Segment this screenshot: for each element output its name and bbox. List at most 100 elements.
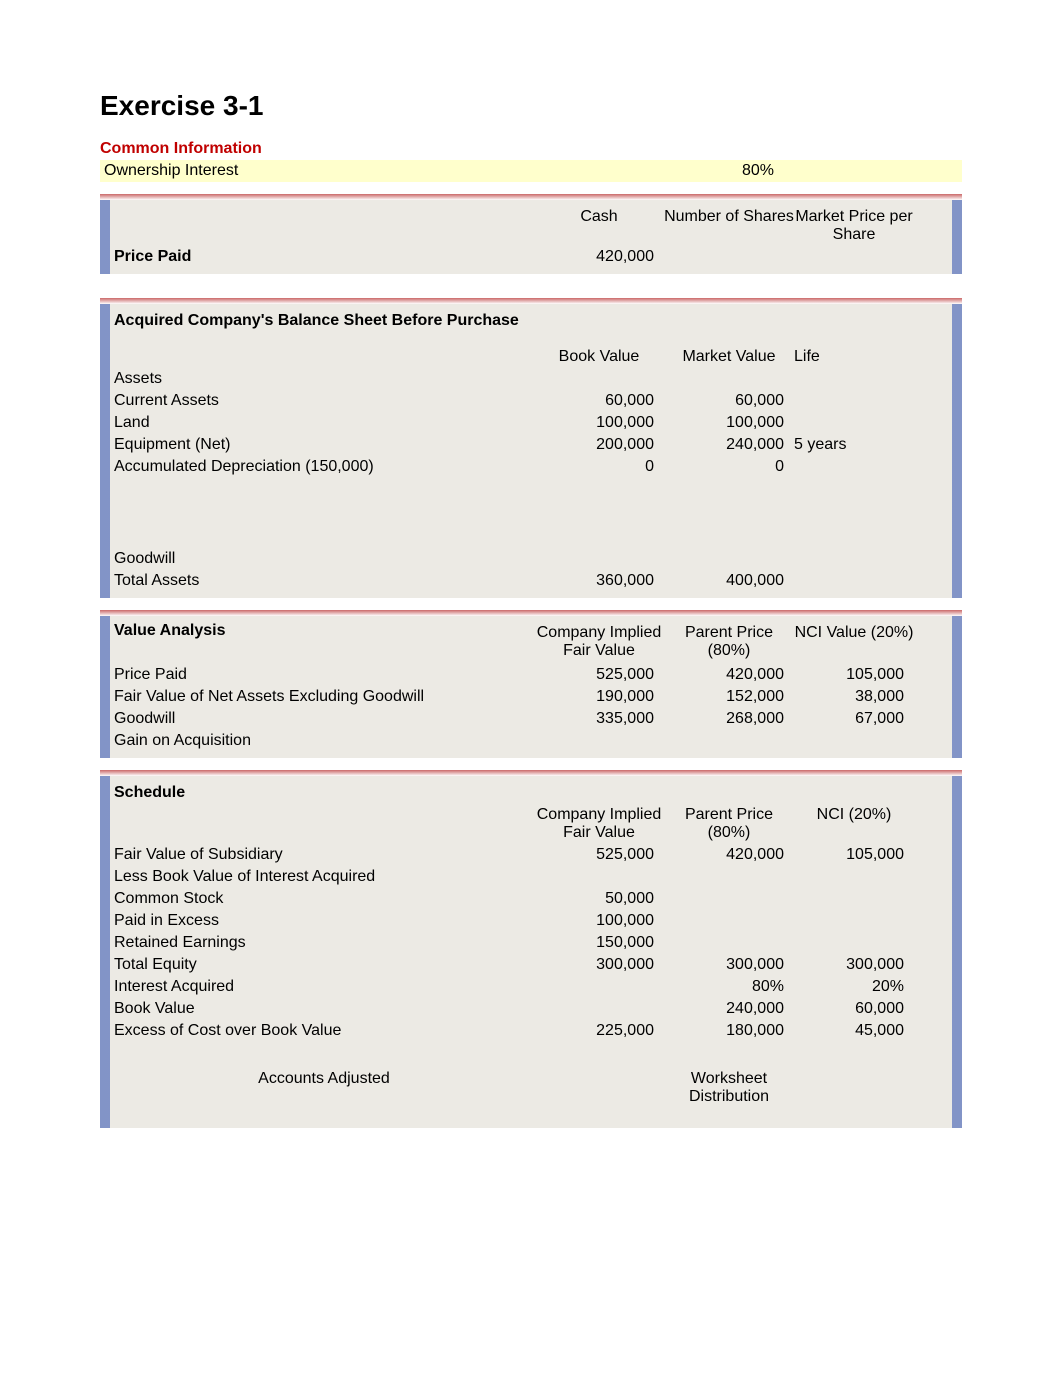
va-a	[534, 732, 664, 750]
bs-book: 0	[534, 458, 664, 476]
bs-col-headers: Book Value Market Value Life	[110, 346, 952, 368]
va-row-1: Fair Value of Net Assets Excluding Goodw…	[110, 686, 952, 708]
schedule-section: Schedule Company Implied Fair Value Pare…	[100, 776, 962, 1128]
va-row-0: Price Paid 525,000 420,000 105,000	[110, 664, 952, 686]
total-assets-row: Total Assets 360,000 400,000	[110, 570, 952, 592]
sch-a: 525,000	[534, 846, 664, 864]
goodwill-row: Goodwill	[110, 548, 952, 570]
col-cash: Cash	[534, 208, 664, 244]
col-book: Book Value	[534, 348, 664, 366]
va-b: 152,000	[664, 688, 794, 706]
col-nci: NCI Value (20%)	[794, 624, 914, 660]
balance-sheet-section: Acquired Company's Balance Sheet Before …	[100, 304, 962, 598]
va-c: 38,000	[794, 688, 914, 706]
sch-b	[664, 934, 794, 952]
sch-c	[794, 868, 914, 886]
va-a: 190,000	[534, 688, 664, 706]
bs-life	[794, 392, 914, 410]
sch-a: 100,000	[534, 912, 664, 930]
sch-label: Fair Value of Subsidiary	[114, 846, 534, 864]
sch-c	[794, 890, 914, 908]
bs-row-3: Accumulated Depreciation (150,000) 0 0	[110, 456, 952, 478]
accounts-adjusted-row: Accounts Adjusted Worksheet Distribution	[110, 1068, 952, 1108]
bs-life: 5 years	[794, 436, 914, 454]
sch-row-8: Excess of Cost over Book Value 225,000 1…	[110, 1020, 952, 1042]
sch-b: 240,000	[664, 1000, 794, 1018]
value-analysis-label: Value Analysis	[114, 622, 534, 640]
bs-market: 100,000	[664, 414, 794, 432]
sch-a: 225,000	[534, 1022, 664, 1040]
price-paid-row: Price Paid 420,000	[110, 246, 952, 268]
bs-book: 100,000	[534, 414, 664, 432]
va-c: 67,000	[794, 710, 914, 728]
sch-c: 20%	[794, 978, 914, 996]
worksheet-distribution-label: Worksheet Distribution	[664, 1070, 794, 1106]
col-num-shares: Number of Shares	[664, 208, 794, 244]
sch-b: 420,000	[664, 846, 794, 864]
col-company: Company Implied Fair Value	[534, 806, 664, 842]
total-market: 400,000	[664, 572, 794, 590]
sch-b: 300,000	[664, 956, 794, 974]
col-market: Market Value	[664, 348, 794, 366]
common-info-header: Common Information	[100, 140, 962, 158]
col-nci: NCI (20%)	[794, 806, 914, 842]
sch-row-4: Retained Earnings 150,000	[110, 932, 952, 954]
total-book: 360,000	[534, 572, 664, 590]
bs-market: 240,000	[664, 436, 794, 454]
sch-label: Total Equity	[114, 956, 534, 974]
sch-b: 80%	[664, 978, 794, 996]
sch-row-0: Fair Value of Subsidiary 525,000 420,000…	[110, 844, 952, 866]
bs-label: Equipment (Net)	[114, 436, 534, 454]
goodwill-label: Goodwill	[114, 550, 534, 568]
col-parent: Parent Price (80%)	[664, 806, 794, 842]
value-analysis-section: Company Implied Fair Value Parent Price …	[100, 616, 962, 758]
bs-market: 60,000	[664, 392, 794, 410]
va-b	[664, 732, 794, 750]
sch-col-headers: Company Implied Fair Value Parent Price …	[110, 804, 952, 844]
sch-c	[794, 912, 914, 930]
sch-c: 300,000	[794, 956, 914, 974]
schedule-header: Schedule	[110, 782, 952, 804]
sch-a: 300,000	[534, 956, 664, 974]
sch-b	[664, 912, 794, 930]
sch-label: Common Stock	[114, 890, 534, 908]
va-row-3: Gain on Acquisition	[110, 730, 952, 752]
sch-b: 180,000	[664, 1022, 794, 1040]
price-paid-label: Price Paid	[114, 248, 534, 266]
va-label: Price Paid	[114, 666, 534, 684]
sch-a	[534, 978, 664, 996]
sch-label: Less Book Value of Interest Acquired	[114, 868, 534, 886]
bs-book: 60,000	[534, 392, 664, 410]
va-a: 335,000	[534, 710, 664, 728]
va-label: Goodwill	[114, 710, 534, 728]
accounts-adjusted-label: Accounts Adjusted	[114, 1070, 534, 1106]
sch-a	[534, 868, 664, 886]
col-parent: Parent Price (80%)	[664, 624, 794, 660]
bs-row-0: Current Assets 60,000 60,000	[110, 390, 952, 412]
sch-a	[534, 1000, 664, 1018]
sch-row-7: Book Value 240,000 60,000	[110, 998, 952, 1020]
va-b: 420,000	[664, 666, 794, 684]
bs-book: 200,000	[534, 436, 664, 454]
va-label: Gain on Acquisition	[114, 732, 534, 750]
va-c	[794, 732, 914, 750]
bs-label: Accumulated Depreciation (150,000)	[114, 458, 534, 476]
va-a: 525,000	[534, 666, 664, 684]
sch-a: 50,000	[534, 890, 664, 908]
sch-c	[794, 934, 914, 952]
assets-label-row: Assets	[110, 368, 952, 390]
sch-c: 45,000	[794, 1022, 914, 1040]
col-market-price: Market Price per Share	[794, 208, 914, 244]
blank	[784, 162, 904, 180]
va-c: 105,000	[794, 666, 914, 684]
sch-b	[664, 868, 794, 886]
va-row-2: Goodwill 335,000 268,000 67,000	[110, 708, 952, 730]
bs-row-2: Equipment (Net) 200,000 240,000 5 years	[110, 434, 952, 456]
sch-label: Book Value	[114, 1000, 534, 1018]
ownership-value: 80%	[654, 162, 784, 180]
bs-label: Current Assets	[114, 392, 534, 410]
blank	[524, 162, 654, 180]
balance-sheet-header: Acquired Company's Balance Sheet Before …	[110, 310, 952, 332]
sch-row-3: Paid in Excess 100,000	[110, 910, 952, 932]
total-assets-label: Total Assets	[114, 572, 534, 590]
